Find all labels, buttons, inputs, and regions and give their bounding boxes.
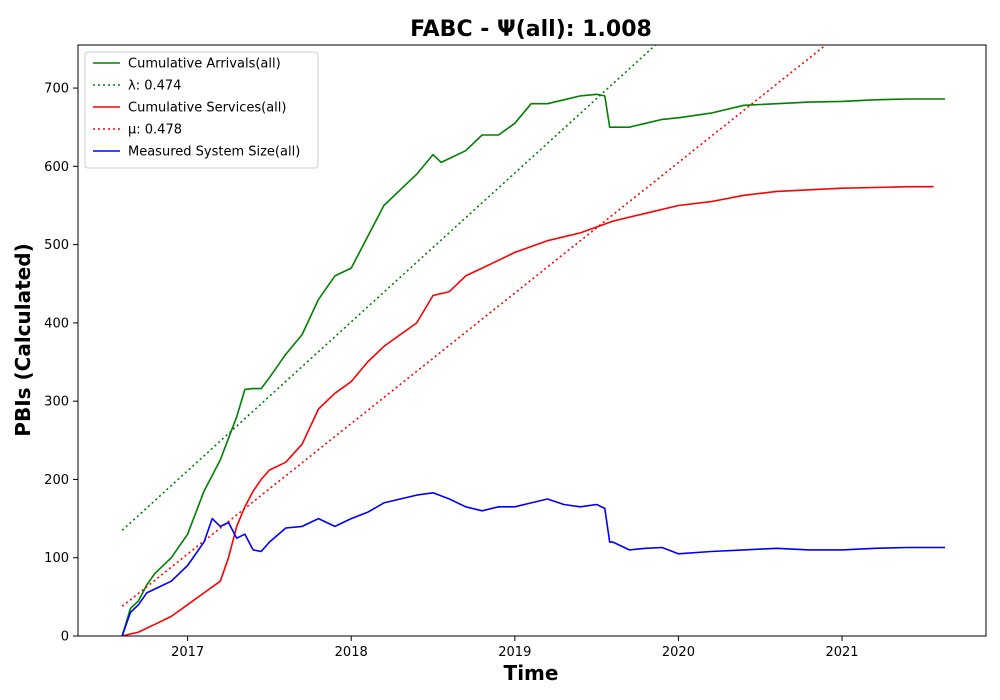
x-axis-label: Time: [504, 661, 559, 685]
series-line-0: [121, 93, 946, 636]
series-line-2: [122, 185, 934, 636]
legend-label: Cumulative Arrivals(all): [128, 57, 281, 72]
x-tick-label: 2019: [498, 645, 531, 660]
y-tick-label: 0: [61, 630, 69, 645]
legend-label: Measured System Size(all): [128, 145, 300, 160]
plot-frame: [77, 44, 987, 637]
legend-label: λ: 0.474: [128, 79, 181, 94]
y-tick-label: 300: [44, 395, 69, 410]
y-tick-label: 500: [44, 238, 69, 253]
y-tick-label: 200: [44, 473, 69, 488]
legend-frame: [84, 51, 319, 169]
series-line-4: [121, 491, 946, 636]
series-layer: [121, 45, 946, 636]
legend-label: Cumulative Services(all): [128, 101, 286, 116]
y-tick-label: 600: [44, 160, 69, 175]
x-tick-label: 2018: [335, 645, 368, 660]
chart-title: FABC - Ψ(all): 1.008: [410, 17, 652, 42]
y-tick-label: 700: [44, 82, 69, 97]
x-tick-label: 2017: [171, 645, 204, 660]
y-axis-label: PBIs (Calculated): [11, 243, 35, 436]
legend-label: μ: 0.478: [128, 123, 182, 138]
axes-layer: 2017 2018 2019 2020 2021 0 100 200 300 400 500 600 7…: [44, 82, 858, 660]
legend: Cumulative Arrivals(all) λ: 0.474 Cumulati…: [84, 51, 319, 169]
x-tick-label: 2021: [825, 645, 858, 660]
series-line-1: [121, 45, 657, 531]
y-tick-label: 400: [44, 316, 69, 331]
y-tick-label: 100: [44, 551, 69, 566]
x-tick-label: 2020: [662, 645, 695, 660]
